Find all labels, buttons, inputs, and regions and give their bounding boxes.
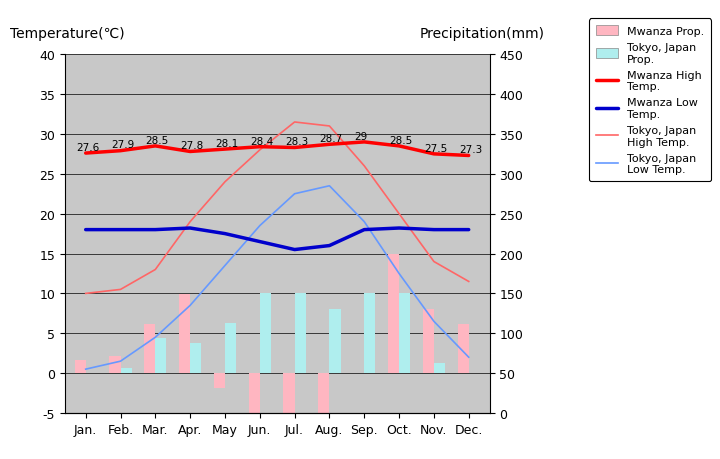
Text: Temperature(℃): Temperature(℃) [9,27,125,41]
Bar [330,309,341,373]
Bar [109,356,120,373]
Bar [190,343,202,373]
Text: 27.6: 27.6 [76,143,99,152]
Bar [458,324,469,373]
Text: 27.9: 27.9 [111,140,134,150]
Bar [179,295,190,373]
Text: 28.5: 28.5 [390,135,413,146]
Bar [284,373,294,413]
Text: 28.1: 28.1 [215,139,238,149]
Bar [156,338,166,373]
Bar [434,363,445,373]
Text: 27.8: 27.8 [181,141,204,151]
Text: 28.3: 28.3 [285,137,308,147]
Text: 28.5: 28.5 [145,135,168,146]
Bar [120,369,132,373]
Bar [144,324,156,373]
Bar [75,361,86,373]
Text: 27.3: 27.3 [459,145,482,155]
Bar [294,294,306,373]
Bar [364,294,375,373]
Text: 28.7: 28.7 [320,134,343,144]
Legend: Mwanza Prop., Tokyo, Japan
Prop., Mwanza High
Temp., Mwanza Low
Temp., Tokyo, Ja: Mwanza Prop., Tokyo, Japan Prop., Mwanza… [589,19,711,182]
Bar [318,373,330,413]
Text: 28.4: 28.4 [250,136,274,146]
Text: Precipitation(mm): Precipitation(mm) [420,27,545,41]
Bar [248,373,260,413]
Bar [388,254,399,373]
Bar [214,373,225,388]
Bar [260,294,271,373]
Text: 29: 29 [354,131,368,141]
Text: 27.5: 27.5 [424,143,447,153]
Bar [423,309,434,373]
Bar [225,323,236,373]
Bar [399,294,410,373]
